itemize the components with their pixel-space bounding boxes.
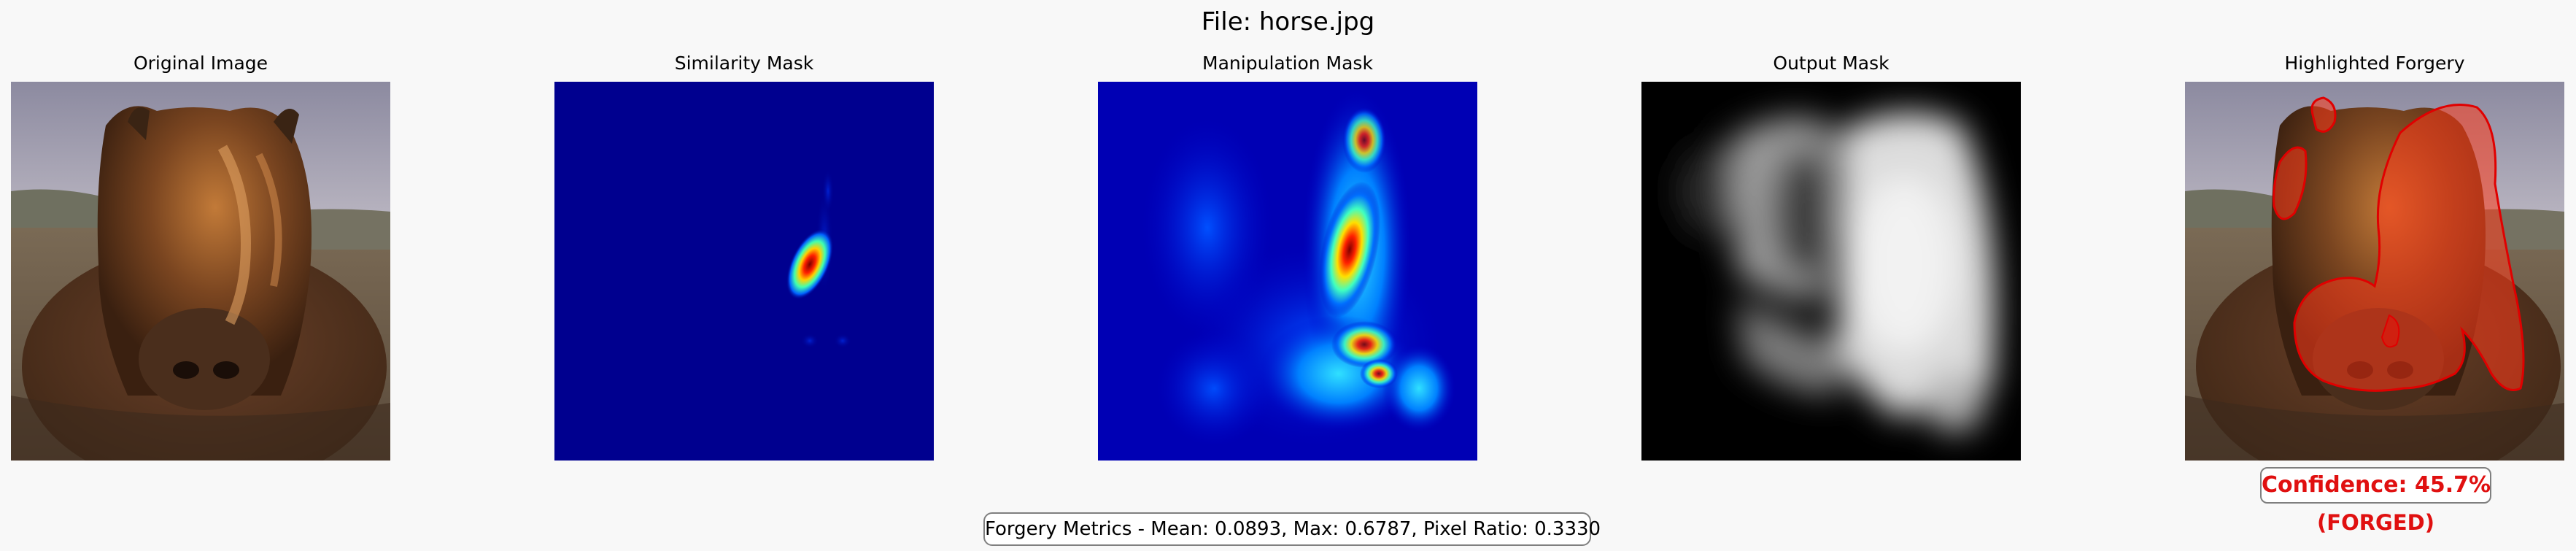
highlighted-forgery-image bbox=[2185, 82, 2564, 461]
forgery-metrics-box: Forgery Metrics - Mean: 0.0893, Max: 0.6… bbox=[983, 512, 1601, 546]
panel-title-output: Output Mask bbox=[1773, 53, 1890, 74]
figure-title: File: horse.jpg bbox=[1201, 7, 1375, 36]
panel-title-manipulation: Manipulation Mask bbox=[1202, 53, 1373, 74]
panel-title-original: Original Image bbox=[133, 53, 268, 74]
panel-title-highlighted: Highlighted Forgery bbox=[2284, 53, 2465, 74]
output-mask bbox=[1641, 82, 2021, 461]
original-image bbox=[11, 82, 390, 461]
similarity-mask bbox=[554, 82, 934, 461]
manipulation-mask bbox=[1098, 82, 1477, 461]
verdict-label: (FORGED) bbox=[2317, 510, 2434, 535]
panel-title-similarity: Similarity Mask bbox=[674, 53, 814, 74]
confidence-badge: Confidence: 45.7% bbox=[2260, 467, 2491, 504]
